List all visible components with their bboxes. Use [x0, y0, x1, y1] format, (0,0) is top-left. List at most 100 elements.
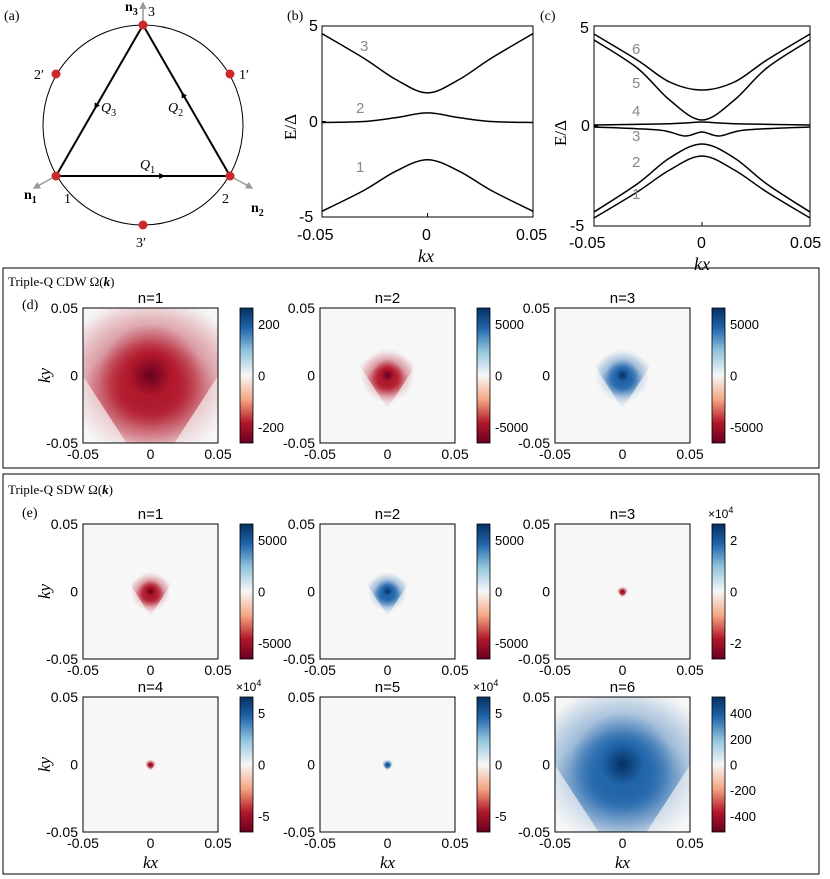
heatmap-xtick: 0 [384, 446, 392, 462]
vertex-2-dot [225, 171, 235, 181]
colorbar-tick: 0 [730, 369, 737, 384]
heatmap-xtick: 0 [147, 662, 155, 678]
band-c-1-label: 1 [632, 186, 640, 203]
heatmap-title: n=1 [138, 506, 163, 523]
heatmap-ylabel: ky [35, 584, 54, 600]
colorbar-multiplier: ×104 [236, 678, 261, 694]
heatmap-1: n=1 -0.05 0.05 0 0 0.05 -0.05 ky 200 0 -200 [35, 290, 284, 462]
panel-d-label: (d) [22, 298, 39, 313]
band-curve-3 [593, 126, 811, 137]
panel-c: (c) 6 5 4 3 2 1 5 0 -5 -0.05 0 0.05 kx E… [540, 9, 821, 274]
heatmap-xtick: -0.05 [67, 446, 99, 462]
heatmap-title: n=6 [610, 679, 635, 696]
band-c-xtick-0: 0 [697, 235, 706, 252]
colorbar-tick: -5000 [730, 420, 763, 435]
curvature-peak [130, 571, 171, 612]
heatmap-ytick: 0 [70, 368, 78, 384]
heatmap-4: n=1 -0.05 0.05 0 0 0.05 -0.05 ky 5000 0 -5000 [35, 506, 291, 678]
q3-arrow [94, 93, 104, 110]
colorbar-tick: 5000 [495, 317, 524, 332]
vertex-2p-dot [51, 69, 61, 79]
curvature-peak [555, 697, 690, 832]
vertex-3-label: 3 [148, 5, 155, 20]
heatmap-title: n=2 [375, 290, 400, 307]
band-c-5-label: 5 [632, 75, 640, 92]
colorbar [711, 307, 726, 444]
colorbar [239, 307, 254, 444]
q2-arrow [181, 91, 191, 108]
colorbar-tick: 0 [495, 585, 502, 600]
q2-label: Q2 [168, 101, 183, 119]
heatmap-title: n=4 [138, 679, 163, 696]
panel-e: Triple-Q SDW Ω(k) (e) [2, 473, 820, 875]
heatmap-xtick: 0 [619, 835, 627, 851]
colorbar-tick: -200 [730, 783, 756, 798]
heatmap-axes [319, 523, 456, 660]
panel-d: Triple-Q CDW Ω(k) (d) [2, 267, 820, 469]
colorbar-tick: 5 [258, 706, 265, 721]
heatmap-xtick: 0.05 [441, 835, 468, 851]
band-b-ytick-m5: -5 [299, 209, 313, 226]
band-b-ytick-0: 0 [309, 114, 318, 131]
heatmap-axes [554, 696, 691, 833]
heatmap-xlabel: kx [615, 853, 631, 872]
heatmap-2: n=2 -0.05 0.05 0 0 0.05 -0.05 5000 0 -5000 [283, 290, 528, 462]
colorbar-tick: 2 [730, 533, 737, 548]
heatmap-3: n=3 -0.05 0.05 0 0 0.05 -0.05 5000 0 -5000 [518, 290, 763, 462]
heatmap-xtick: -0.05 [304, 662, 336, 678]
panel-c-curves [593, 25, 811, 227]
vertex-3p-label: 3′ [136, 236, 146, 251]
heatmap-xtick: 0 [147, 835, 155, 851]
colorbar-tick: 0 [495, 369, 502, 384]
vertex-1-dot [51, 171, 61, 181]
heatmap-xtick: 0 [147, 446, 155, 462]
heatmap-ytick: -0.05 [46, 651, 78, 667]
band-c-xlabel: kx [694, 254, 710, 274]
band-c-ytick-0: 0 [581, 118, 590, 135]
band-c-xtick-r: 0.05 [790, 235, 821, 252]
heatmap-xtick: 0 [384, 662, 392, 678]
heatmap-9: n=6 -0.05 0.05 0 0 0.05 -0.05 kx 400 200 0 -200 -400 [518, 679, 756, 872]
heatmap-ytick: 0 [542, 757, 550, 773]
heatmap-title: n=3 [610, 506, 635, 523]
n3-label: n3 [125, 0, 138, 18]
heatmap-ytick: -0.05 [283, 824, 315, 840]
panel-d-title: Triple-Q CDW Ω(k) [8, 274, 114, 289]
colorbar-tick: 0 [495, 758, 502, 773]
heatmap-ytick: 0.05 [51, 300, 78, 316]
heatmap-xtick: 0.05 [676, 662, 703, 678]
colorbar [239, 696, 254, 833]
vertex-3-dot [138, 20, 148, 30]
heatmap-axes [82, 523, 219, 660]
heatmap-xtick: -0.05 [539, 446, 571, 462]
heatmap-ytick: 0.05 [288, 689, 315, 705]
heatmap-xtick: -0.05 [304, 835, 336, 851]
band-b-1-label: 1 [356, 159, 364, 176]
panel-b: (b) 3 2 1 5 0 -5 -0.05 0 0.05 kx E/Δ [281, 9, 547, 266]
heatmap-ytick: 0.05 [288, 300, 315, 316]
heatmap-xtick: 0.05 [676, 446, 703, 462]
heatmap-xtick: 0 [384, 835, 392, 851]
band-b-xtick-0: 0 [422, 227, 431, 244]
band-curve-6 [593, 33, 811, 91]
heatmap-ylabel: ky [35, 368, 54, 384]
k-points [51, 20, 235, 230]
band-c-4-label: 4 [632, 103, 640, 120]
colorbar [711, 523, 726, 660]
colorbar-tick: 0 [730, 758, 737, 773]
heatmap-xtick: 0 [619, 662, 627, 678]
band-c-2-label: 2 [632, 154, 640, 171]
heatmap-ytick: -0.05 [283, 651, 315, 667]
heatmap-title: n=3 [610, 290, 635, 307]
heatmap-ytick: -0.05 [283, 435, 315, 451]
colorbar [476, 696, 491, 833]
heatmap-axes [82, 307, 219, 444]
panel-b-curves [321, 25, 534, 218]
heatmap-xtick: 0.05 [441, 662, 468, 678]
curvature-peak [382, 759, 393, 770]
band-curve-1 [593, 155, 811, 219]
q3-label: Q3 [101, 101, 116, 119]
heatmap-title: n=5 [375, 679, 400, 696]
heatmap-ytick: 0 [70, 584, 78, 600]
heatmap-axes [319, 696, 456, 833]
